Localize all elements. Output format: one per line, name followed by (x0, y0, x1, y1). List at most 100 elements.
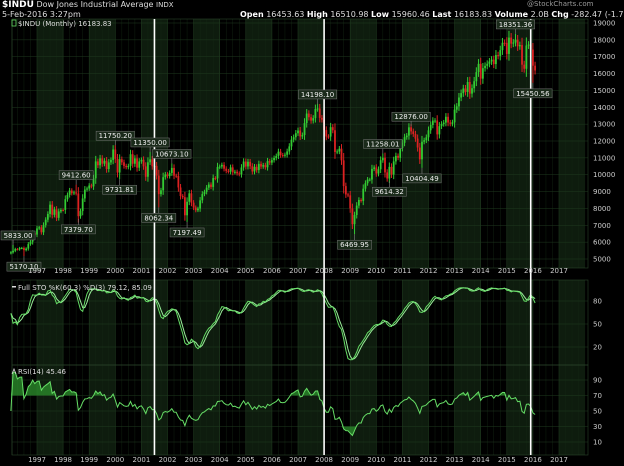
annotation-label: 5833.00 (4, 232, 33, 240)
low-value: 15960.46 (391, 10, 430, 19)
price-tick-label: 6000 (593, 239, 611, 247)
price-bar-body (327, 136, 330, 138)
volume-label: Volume (494, 10, 529, 19)
rsi-panel (10, 371, 536, 437)
chart-title: $INDU Dow Jones Industrial Average INDX (2, 0, 174, 10)
price-bar-body (12, 250, 14, 253)
price-bar-body (503, 42, 506, 44)
bottom-year-label: 2004 (211, 456, 229, 464)
price-year-label: 2012 (420, 267, 438, 275)
annotation-box (141, 213, 177, 223)
price-bar-body (253, 166, 256, 172)
price-bar-body (203, 191, 206, 195)
price-bar-body (297, 130, 299, 134)
price-bar-body (384, 157, 386, 173)
price-bar-body (75, 192, 78, 194)
price-bar-body (351, 208, 354, 225)
rsi-tick-label: 30 (593, 423, 602, 431)
price-bar-body (249, 161, 252, 167)
price-tick-label: 13000 (593, 121, 615, 129)
price-bar-body (112, 149, 115, 160)
sto-legend-icon (12, 286, 16, 288)
price-bar-body (416, 138, 419, 148)
price-bar-body (431, 120, 434, 125)
price-bar-body (138, 161, 141, 168)
chg-value: -282.47 (-1.72%) (571, 10, 624, 19)
annotation-box (496, 19, 535, 30)
price-bar-body (408, 127, 410, 136)
bottom-year-label: 2011 (393, 456, 411, 464)
price-year-label: 2010 (367, 267, 385, 275)
annotation-label: 9614.32 (375, 188, 404, 196)
annotation-box (391, 111, 431, 122)
price-year-label: 2008 (315, 267, 333, 275)
price-bar-body (475, 72, 478, 82)
price-tick-label: 14000 (593, 104, 615, 112)
price-bar-body (220, 164, 223, 167)
price-bar-body (155, 165, 158, 176)
price-bar-body (442, 122, 445, 124)
price-bar-body (199, 200, 202, 209)
price-bar-body (73, 192, 75, 194)
price-annotations: 5833.00 5170.10 9412.60 7379.70 11750.20 9731… (0, 19, 553, 272)
price-bar-body (273, 157, 275, 161)
price-bar-body (499, 50, 502, 56)
price-bar-body (277, 151, 280, 157)
price-bar-body (144, 166, 147, 177)
annotation-box (152, 149, 192, 159)
price-year-label: 2009 (341, 267, 359, 275)
price-bar-body (294, 133, 297, 138)
price-year-label: 2007 (289, 267, 307, 275)
price-bar-body (188, 193, 191, 202)
price-bar-body (238, 173, 241, 175)
price-bar-body (214, 178, 217, 180)
price-bar-body (481, 68, 484, 79)
price-year-label: 2016 (524, 267, 542, 275)
price-bar-body (525, 45, 528, 69)
price-bar-body (379, 160, 382, 170)
price-bar-body (464, 88, 467, 92)
price-bar-body (42, 225, 45, 233)
price-tick-label: 8000 (593, 205, 611, 213)
price-bar-body (90, 185, 93, 187)
price-bar-body (381, 157, 384, 161)
price-bar-body (331, 127, 334, 131)
price-bar-body (255, 166, 258, 171)
price-bar-body (521, 45, 523, 65)
bottom-year-label: 2015 (498, 456, 516, 464)
price-bar-body (242, 161, 245, 168)
price-bar-body (310, 117, 312, 121)
price-bar-body (514, 39, 517, 43)
price-bar-body (251, 166, 254, 172)
price-bar-body (51, 204, 54, 215)
price-bar-body (336, 151, 339, 153)
price-tick-label: 10000 (593, 171, 615, 179)
price-tick-label: 15000 (593, 87, 615, 95)
price-year-label: 2002 (159, 267, 177, 275)
price-bar-body (377, 169, 380, 174)
price-year-label: 1997 (28, 267, 46, 275)
price-bar-body (234, 171, 236, 173)
price-year-label: 2001 (132, 267, 150, 275)
price-bar-body (286, 151, 289, 155)
axes: 5000 6000 7000 8000 9000 10000 11000 12000 13000… (28, 20, 615, 465)
annotation-box (363, 139, 403, 149)
price-bar-body (358, 200, 360, 206)
price-bar-body (190, 193, 193, 203)
price-bar-body (127, 165, 130, 168)
price-bar-body (375, 167, 378, 174)
rsi-tick-label: 70 (593, 392, 602, 400)
price-bar-body (164, 174, 167, 178)
price-bar-body (284, 154, 286, 156)
price-bar-body (471, 88, 473, 94)
bottom-year-label: 2012 (420, 456, 438, 464)
rsi-legend: RSI(14) 45.46 (18, 368, 67, 376)
price-bar-body (405, 135, 408, 138)
annotation-box (130, 137, 170, 148)
price-bar-body (458, 97, 460, 107)
panel-frame (11, 18, 589, 269)
price-bar-body (353, 215, 356, 225)
price-bar-body (262, 165, 265, 167)
open-value: 16453.63 (266, 10, 305, 19)
price-bar-body (479, 63, 482, 79)
